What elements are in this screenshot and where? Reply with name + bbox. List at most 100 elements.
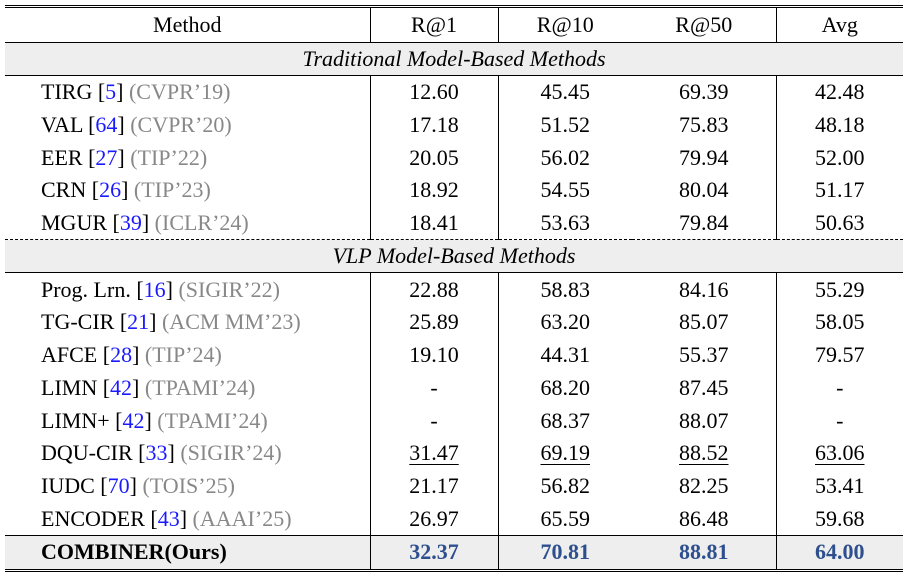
avg-cell: - <box>775 371 903 405</box>
citation-link[interactable]: 64 <box>95 112 118 138</box>
metric-value: 58.05 <box>815 309 865 335</box>
r1-cell: 18.41 <box>369 206 498 241</box>
metric-value: 19.10 <box>409 342 459 368</box>
metric-value: 69.39 <box>679 79 729 105</box>
table-row: Prog. Lrn. [16] (SIGIR’22) 22.88 58.83 84.1… <box>5 272 903 307</box>
citation-link[interactable]: 39 <box>119 210 142 236</box>
metric-value: 21.17 <box>409 472 459 498</box>
metric-value: 20.05 <box>409 144 459 170</box>
table-row: LIMN+ [42] (TPAMI’24) - 68.37 88.07 - <box>5 404 903 437</box>
r50-cell: 55.37 <box>632 339 776 372</box>
metric-value: 18.41 <box>409 210 459 236</box>
r10-cell: 65.59 <box>497 502 632 536</box>
table-row: ENCODER [43] (AAAI’25) 26.97 65.59 86.48 59.… <box>5 502 903 536</box>
avg-cell: 59.68 <box>775 502 903 536</box>
metric-value: 55.29 <box>815 276 865 302</box>
metric-value: 79.84 <box>679 210 729 236</box>
metric-value: 17.18 <box>409 112 459 138</box>
venue-label: (TIP’22) <box>130 144 208 170</box>
r50-cell: 82.25 <box>632 470 776 503</box>
r10-cell: 63.20 <box>497 306 632 339</box>
table-row: TG-CIR [21] (ACM MM’23) 25.89 63.20 85.07 58… <box>5 306 903 339</box>
citation-link[interactable]: 42 <box>122 407 145 433</box>
venue-label: (SIGIR’22) <box>178 276 280 302</box>
r50-cell: 88.07 <box>632 404 776 437</box>
table-row: LIMN [42] (TPAMI’24) - 68.20 87.45 - <box>5 371 903 405</box>
method-cell: MGUR [39] (ICLR’24) <box>5 206 370 241</box>
r1-cell: 22.88 <box>369 272 498 307</box>
metric-value: 44.31 <box>540 342 591 368</box>
citation-link[interactable]: 5 <box>105 79 117 105</box>
r10-cell: 45.45 <box>497 75 632 109</box>
citation-link[interactable]: 33 <box>145 440 168 466</box>
metric-value: 84.16 <box>679 276 729 302</box>
avg-cell: - <box>775 404 903 437</box>
venue-label: (TIP’23) <box>133 177 211 203</box>
citation-link[interactable]: 70 <box>107 472 130 498</box>
metric-value: - <box>836 374 844 400</box>
method-name: IUDC <box>41 472 95 498</box>
method-cell: DQU-CIR [33] (SIGIR’24) <box>41 440 282 466</box>
venue-label: (ICLR’24) <box>154 210 249 236</box>
section-header-row: VLP Model-Based Methods <box>5 239 903 274</box>
metric-value: 79.57 <box>815 342 865 368</box>
r1-cell: 20.05 <box>369 141 498 175</box>
r50-cell: 84.16 <box>632 273 776 306</box>
metric-value: 25.89 <box>409 309 459 335</box>
avg-cell: 63.06 <box>775 436 903 470</box>
metric-value: 12.60 <box>409 79 459 105</box>
metric-value: 56.82 <box>540 472 591 498</box>
r10-cell: 51.52 <box>497 108 632 142</box>
r1-cell: 19.10 <box>369 338 498 372</box>
r50-cell: 88.52 <box>632 437 776 470</box>
results-table: Method R@1 R@10 R@50 Avg Traditional Mod… <box>5 5 903 572</box>
metric-value: - <box>430 407 438 433</box>
r10-cell: 69.19 <box>497 436 632 470</box>
metric-value: 85.07 <box>679 309 729 335</box>
citation-link[interactable]: 43 <box>157 505 180 531</box>
citation-link[interactable]: 42 <box>110 374 133 400</box>
metric-value: 63.20 <box>540 309 591 335</box>
ours-r50-cell: 88.81 <box>632 534 776 572</box>
venue-label: (SIGIR’24) <box>180 440 282 466</box>
metric-value: 31.47 <box>409 440 459 466</box>
citation-link[interactable]: 26 <box>99 177 122 203</box>
r1-cell: 12.60 <box>369 75 498 109</box>
metric-value: 18.92 <box>409 177 459 203</box>
method-name: VAL <box>41 112 83 138</box>
r10-cell: 58.83 <box>497 272 632 307</box>
table-row: AFCE [28] (TIP’24) 19.10 44.31 55.37 79.57 <box>5 338 903 372</box>
avg-cell: 53.41 <box>775 469 903 503</box>
header-r10: R@10 <box>497 5 632 43</box>
metric-value: 65.59 <box>540 505 591 531</box>
citation-link[interactable]: 21 <box>127 309 150 335</box>
header-avg: Avg <box>775 5 903 43</box>
metric-value: 88.52 <box>679 440 729 466</box>
avg-cell: 48.18 <box>775 108 903 142</box>
method-name: DQU-CIR <box>41 440 133 466</box>
citation-link[interactable]: 16 <box>143 276 166 302</box>
citation-link[interactable]: 27 <box>95 144 118 170</box>
metric-value: 58.83 <box>540 276 591 302</box>
metric-value: 56.02 <box>540 144 591 170</box>
metric-value: 86.48 <box>679 505 729 531</box>
metric-value: 69.19 <box>540 440 591 466</box>
ours-r10-cell: 70.81 <box>497 534 632 572</box>
metric-value: 68.20 <box>540 374 591 400</box>
method-name: ENCODER <box>41 505 145 531</box>
r10-cell: 68.20 <box>497 371 632 405</box>
avg-cell: 58.05 <box>775 306 903 339</box>
metric-value: 52.00 <box>815 144 865 170</box>
r50-cell: 79.94 <box>632 141 776 174</box>
r10-cell: 56.82 <box>497 469 632 503</box>
metric-value: - <box>836 407 844 433</box>
table-row: MGUR [39] (ICLR’24) 18.41 53.63 79.84 50.63 <box>5 206 903 241</box>
method-cell: LIMN+ [42] (TPAMI’24) <box>41 407 268 433</box>
r1-cell: - <box>369 371 498 405</box>
metric-value: 42.48 <box>815 79 865 105</box>
avg-cell: 50.63 <box>775 206 903 241</box>
metric-value: 53.63 <box>540 210 591 236</box>
citation-link[interactable]: 28 <box>110 342 133 368</box>
metric-value: 63.06 <box>815 440 865 466</box>
r1-cell: 26.97 <box>369 502 498 536</box>
